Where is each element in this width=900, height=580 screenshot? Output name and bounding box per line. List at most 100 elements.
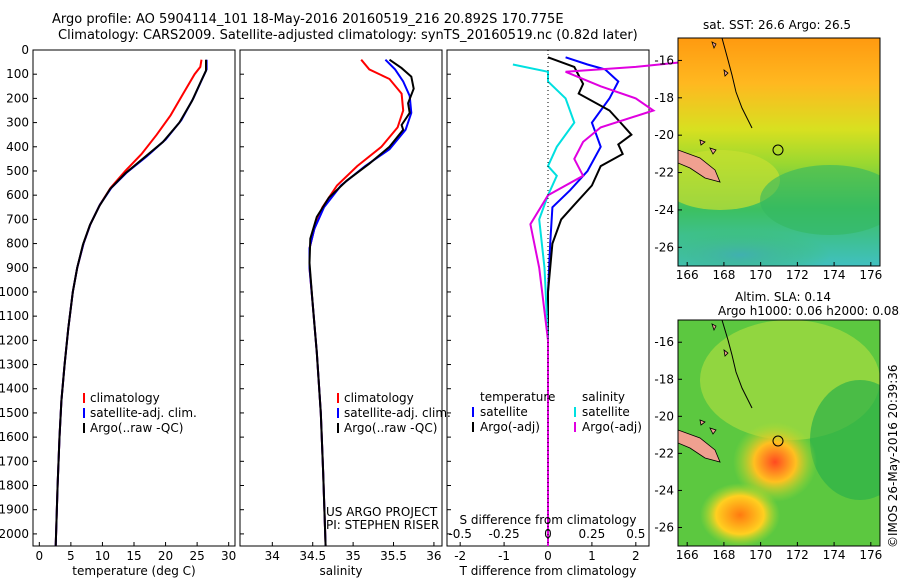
new-caledonia-coast	[678, 149, 721, 183]
legend-entry: Argo(-adj)	[480, 420, 540, 434]
map-y-tick-label: -26	[654, 520, 674, 534]
island-outline	[699, 41, 729, 155]
legend-entry: satellite-adj. clim.	[90, 406, 197, 420]
sla-high-eddy	[733, 422, 817, 502]
series-line-argo-adj-	[547, 56, 633, 546]
y-tick-label: 1000	[0, 285, 29, 299]
panel-frame	[239, 49, 443, 547]
x-tick-label: 35.5	[380, 549, 407, 563]
island-outline	[699, 323, 729, 435]
y-tick-label: 100	[6, 67, 29, 81]
panel-frame	[32, 49, 236, 547]
y-tick-label: 1500	[0, 406, 29, 420]
x-tick-label: 34.5	[299, 549, 326, 563]
series-line-climatology	[54, 59, 203, 547]
map-y-tick-label: -22	[654, 446, 674, 460]
sst-map-frame	[677, 37, 881, 267]
map-x-tick-label: 172	[786, 548, 809, 562]
secondary-tick-label: 0	[544, 527, 552, 541]
x-tick-label: 5	[67, 549, 75, 563]
sla-map-subtitle: Argo h1000: 0.06 h2000: 0.083	[718, 304, 900, 318]
series-line-satellite	[547, 56, 620, 546]
x-tick-label: 34	[265, 549, 280, 563]
legend-entry: Argo(-adj)	[582, 420, 642, 434]
argo-location-marker	[772, 144, 784, 156]
x-axis-label: T difference from climatology	[459, 564, 637, 578]
y-tick-label: 1600	[0, 430, 29, 444]
vanuatu-coast	[721, 320, 753, 409]
y-tick-label: 1300	[0, 358, 29, 372]
map-x-tick-label: 168	[712, 548, 735, 562]
project-annotation: US ARGO PROJECT	[326, 505, 438, 519]
x-tick-label: -2	[454, 549, 466, 563]
x-tick-label: 35	[345, 549, 360, 563]
map-x-tick-label: 168	[712, 268, 735, 282]
y-tick-label: 500	[6, 164, 29, 178]
new-caledonia-coast	[678, 429, 721, 463]
series-line-satellite-adj-clim-	[54, 59, 208, 547]
secondary-axis-label: S difference from climatology	[460, 513, 637, 527]
y-tick-label: 700	[6, 212, 29, 226]
map-x-tick-label: 166	[676, 548, 699, 562]
x-tick-label: 36	[426, 549, 441, 563]
map-y-tick-label: -16	[654, 335, 674, 349]
x-tick-label: 2	[632, 549, 640, 563]
y-tick-label: 300	[6, 116, 29, 130]
secondary-tick-label: -0.25	[489, 527, 520, 541]
series-line-satellite-adj-clim-	[308, 58, 413, 547]
profile-panel-1: 0 5 10 15 20 25 300100200300400500600700800900…	[0, 43, 236, 578]
map-y-tick-label: -20	[654, 128, 674, 142]
secondary-tick-label: 0.25	[579, 527, 606, 541]
map-y-tick-label: -24	[654, 203, 674, 217]
map-x-tick-label: 174	[823, 268, 846, 282]
map-y-tick-label: -16	[654, 53, 674, 67]
legend-entry: satellite	[480, 405, 528, 419]
sla-green-patch	[810, 380, 880, 500]
map-x-tick-label: 166	[676, 268, 699, 282]
map-x-tick-label: 174	[823, 548, 846, 562]
x-tick-label: 10	[95, 549, 110, 563]
y-tick-label: 1900	[0, 503, 29, 517]
profile-panel-3: -2 -1 0 1 2T difference from climatology -0.5…	[446, 49, 707, 578]
argo-location-marker	[772, 435, 784, 447]
y-tick-label: 0	[21, 43, 29, 57]
y-tick-label: 400	[6, 140, 29, 154]
map-y-tick-label: -24	[654, 483, 674, 497]
project-annotation: PI: STEPHEN RISER	[326, 518, 439, 532]
x-tick-label: 25	[189, 549, 204, 563]
figure-title-line-1: Argo profile: AO 5904114_101 18-May-2016…	[52, 12, 564, 27]
y-tick-label: 1400	[0, 382, 29, 396]
x-tick-label: 1	[588, 549, 596, 563]
y-tick-label: 900	[6, 261, 29, 275]
x-tick-label: 0	[35, 549, 43, 563]
legend-entry: climatology	[344, 391, 414, 405]
map-y-tick-label: -18	[654, 372, 674, 386]
y-tick-label: 1200	[0, 333, 29, 347]
imos-timestamp: ©IMOS 26-May-2016 20:39:36	[886, 364, 900, 548]
map-x-tick-label: 170	[749, 548, 772, 562]
map-x-tick-label: 176	[859, 548, 882, 562]
legend-title-temperature: temperature	[480, 390, 555, 404]
x-tick-label: 30	[221, 549, 236, 563]
y-tick-label: 200	[6, 91, 29, 105]
vanuatu-coast	[721, 38, 753, 129]
map-y-tick-label: -22	[654, 166, 674, 180]
map-y-tick-label: -18	[654, 91, 674, 105]
y-tick-label: 1100	[0, 309, 29, 323]
legend-entry: Argo(..raw -QC)	[344, 421, 437, 435]
series-line-argo-raw-qc-	[308, 58, 415, 547]
x-axis-label: salinity	[319, 564, 362, 578]
map-x-tick-label: 170	[749, 268, 772, 282]
y-tick-label: 2000	[0, 527, 29, 541]
map-x-tick-label: 176	[859, 268, 882, 282]
legend-entry: climatology	[90, 391, 160, 405]
y-tick-label: 600	[6, 188, 29, 202]
series-line-argo-raw-qc-	[54, 59, 207, 547]
sst-cool-patch	[760, 165, 880, 235]
legend-entry: satellite	[582, 405, 630, 419]
map-y-tick-label: -20	[654, 409, 674, 423]
legend-entry: Argo(..raw -QC)	[90, 421, 183, 435]
legend-entry: satellite-adj. clim.	[344, 406, 451, 420]
x-tick-label: 20	[158, 549, 173, 563]
